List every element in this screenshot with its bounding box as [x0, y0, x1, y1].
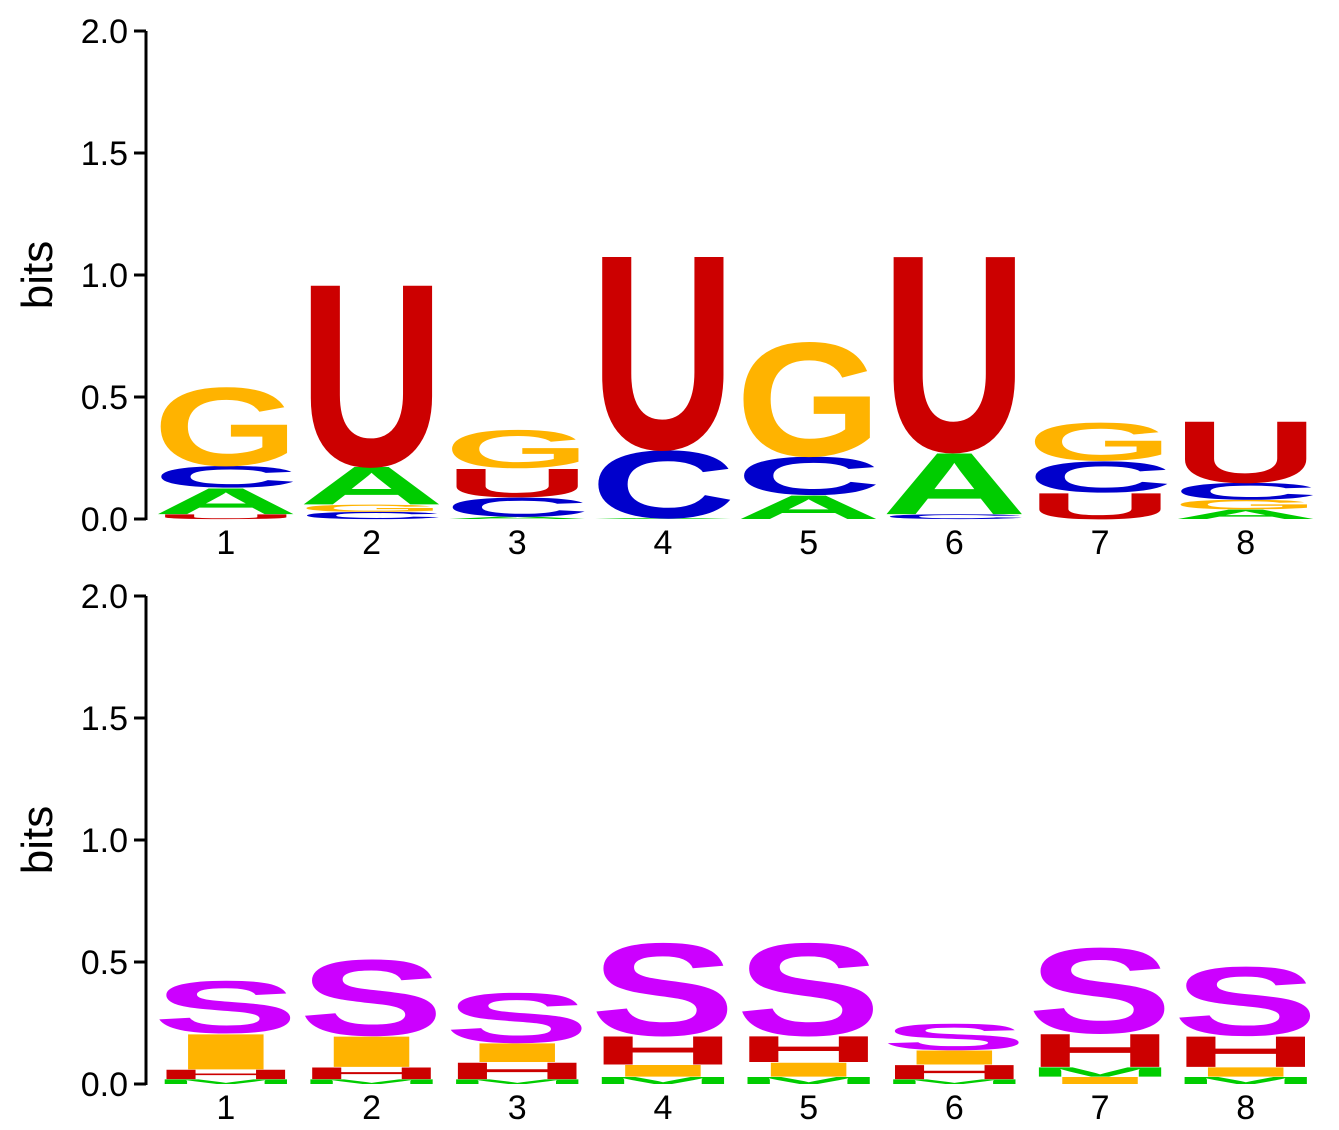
y-tick-label: 1.0	[81, 822, 128, 860]
logo-letter-A: A	[736, 488, 882, 526]
y-axis-label: bits	[13, 241, 62, 309]
logo-letter-C: C	[882, 513, 1028, 521]
y-tick-label: 0.5	[81, 944, 128, 982]
x-tick-label: 5	[799, 524, 818, 562]
logo-letter-A: A	[882, 434, 1028, 532]
logo-letter-I: I	[736, 1058, 882, 1081]
logo-letter-U: U	[1173, 403, 1319, 501]
y-tick-label: 1.5	[81, 700, 128, 738]
logo-letter-I: I	[882, 1046, 1028, 1069]
logo-letter-C: C	[299, 510, 445, 521]
logo-letter-H: H	[1027, 1024, 1173, 1077]
logo-letter-G: G	[299, 503, 445, 514]
y-tick-label: 0.0	[81, 501, 128, 539]
logo-letter-H: H	[153, 1067, 299, 1082]
logo-letter-S: S	[1027, 923, 1173, 1059]
logo-letter-U: U	[299, 230, 445, 521]
logo-letter-C: C	[1027, 452, 1173, 501]
logo-panel-top: 0.00.51.01.52.0bitsUACG1CGAU2ACUG3ACU4AC…	[13, 13, 1319, 562]
y-tick-label: 2.0	[81, 578, 128, 616]
logo-letter-I: I	[299, 1027, 445, 1076]
logo-letter-S: S	[882, 1016, 1028, 1058]
y-axis-label: bits	[13, 806, 62, 874]
x-tick-label: 1	[216, 1089, 235, 1127]
logo-letter-S: S	[736, 917, 882, 1064]
logo-letter-G: G	[444, 419, 590, 480]
logo-letter-H: H	[736, 1028, 882, 1070]
logo-letter-M: M	[444, 1078, 590, 1086]
logo-letter-S: S	[444, 979, 590, 1058]
x-tick-label: 3	[508, 1089, 527, 1127]
logo-letter-S: S	[153, 965, 299, 1049]
logo-panel-bottom: 0.00.51.01.52.0bitsMHIS1MHIS2MHIS3MIHS4M…	[13, 578, 1319, 1127]
x-tick-label: 4	[653, 524, 672, 562]
logo-letter-I: I	[590, 1061, 736, 1080]
y-tick-label: 1.5	[81, 135, 128, 173]
logo-letter-U: U	[444, 460, 590, 506]
x-tick-label: 2	[362, 1089, 381, 1127]
logo-letter-C: C	[590, 430, 736, 538]
logo-letter-G: G	[1027, 412, 1173, 473]
logo-letter-C: C	[736, 446, 882, 507]
logo-letter-C: C	[444, 492, 590, 522]
logo-letter-U: U	[590, 198, 736, 508]
x-tick-label: 5	[799, 1089, 818, 1127]
logo-letter-G: G	[153, 364, 299, 489]
x-tick-label: 7	[1091, 524, 1110, 562]
y-tick-label: 0.0	[81, 1066, 128, 1104]
logo-letter-H: H	[1173, 1027, 1319, 1076]
logo-letter-G: G	[1173, 497, 1319, 512]
x-tick-label: 2	[362, 524, 381, 562]
logo-letter-I: I	[444, 1037, 590, 1067]
logo-letter-M: M	[1173, 1075, 1319, 1086]
logo-letter-A: A	[299, 456, 445, 517]
logo-letter-H: H	[882, 1061, 1028, 1084]
logo-letter-C: C	[1173, 478, 1319, 504]
logo-letter-A: A	[590, 517, 736, 519]
x-tick-label: 8	[1236, 1089, 1255, 1127]
logo-letter-U: U	[153, 513, 299, 521]
logo-letter-C: C	[153, 460, 299, 494]
x-tick-label: 8	[1236, 524, 1255, 562]
x-tick-label: 7	[1091, 1089, 1110, 1127]
logo-letter-S: S	[299, 937, 445, 1058]
logo-letter-A: A	[444, 516, 590, 520]
logo-letter-A: A	[153, 480, 299, 522]
x-tick-label: 4	[653, 1089, 672, 1127]
logo-letter-M: M	[736, 1075, 882, 1086]
logo-letter-G: G	[736, 309, 882, 491]
logo-letter-U: U	[1027, 485, 1173, 527]
logo-letter-I: I	[1027, 1075, 1173, 1086]
logo-letter-H: H	[299, 1064, 445, 1083]
logo-letter-H: H	[444, 1058, 590, 1084]
logo-letter-M: M	[882, 1078, 1028, 1086]
logo-letter-M: M	[1027, 1065, 1173, 1080]
y-tick-label: 1.0	[81, 257, 128, 295]
x-tick-label: 6	[945, 1089, 964, 1127]
logo-letter-I: I	[153, 1023, 299, 1080]
logo-letter-S: S	[590, 917, 736, 1064]
logo-letter-H: H	[590, 1028, 736, 1074]
logo-letter-S: S	[1173, 946, 1319, 1056]
logo-letter-M: M	[153, 1078, 299, 1086]
y-tick-label: 0.5	[81, 379, 128, 417]
y-tick-label: 2.0	[81, 13, 128, 51]
logo-letter-U: U	[882, 196, 1028, 511]
x-tick-label: 1	[216, 524, 235, 562]
logo-letter-I: I	[1173, 1064, 1319, 1079]
logo-letter-M: M	[299, 1078, 445, 1086]
logo-letter-M: M	[590, 1075, 736, 1086]
logo-letter-A: A	[1173, 507, 1319, 522]
x-tick-label: 6	[945, 524, 964, 562]
x-tick-label: 3	[508, 524, 527, 562]
